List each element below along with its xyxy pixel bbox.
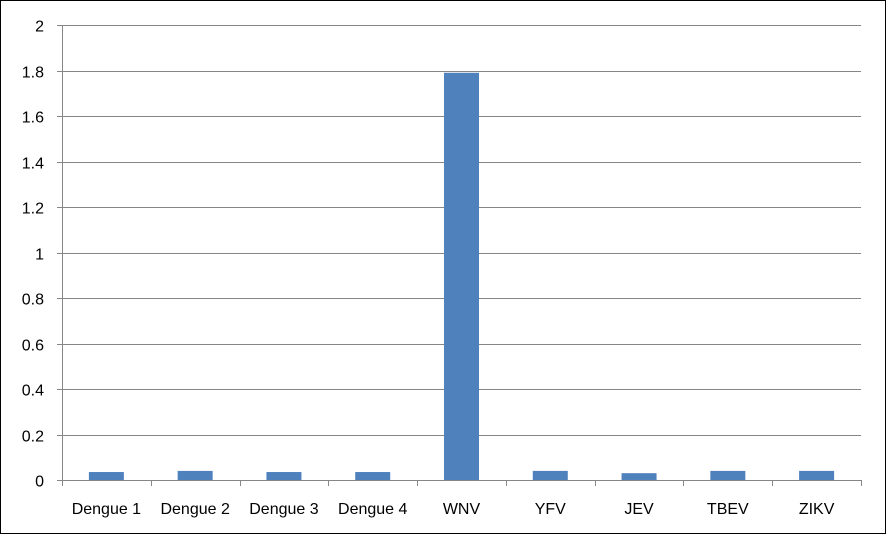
bar-jev (621, 473, 657, 480)
x-tick-labels: Dengue 1 Dengue 2 Dengue 3 Dengue 4 WNV YFV JE… (72, 501, 835, 518)
bar-dengue-1 (88, 472, 124, 480)
x-tick-label: ZIKV (799, 501, 835, 518)
y-tick-label: 0.2 (22, 429, 44, 446)
y-tick-label: 0.4 (22, 383, 44, 400)
x-tick-label: WNV (443, 501, 481, 518)
bar-wnv (444, 72, 479, 481)
y-tick-label: 1.6 (22, 110, 44, 127)
x-tick-label: Dengue 4 (338, 501, 407, 518)
bar-zikv (799, 470, 835, 480)
y-tick-label: 1.2 (22, 201, 44, 218)
x-tick-label: Dengue 2 (160, 501, 229, 518)
y-tick-labels: 0 0.2 0.4 0.6 0.8 1 1.2 1.4 1.6 1.8 2 (22, 19, 44, 491)
bar-tbev (710, 470, 746, 480)
x-tick-label: Dengue 3 (249, 501, 318, 518)
x-tick-label: TBEV (707, 501, 749, 518)
x-tick-label: Dengue 1 (72, 501, 141, 518)
y-tick-label: 1.8 (22, 65, 44, 82)
y-tick-label: 1 (35, 247, 44, 264)
bar-dengue-2 (177, 470, 213, 480)
bar-yfv (532, 470, 568, 480)
axes (57, 25, 862, 486)
bars (88, 72, 835, 481)
y-tick-label: 1.4 (22, 156, 44, 173)
y-tick-label: 0 (35, 474, 44, 491)
bar-dengue-3 (266, 472, 302, 480)
y-tick-label: 0.8 (22, 292, 44, 309)
y-tick-label: 2 (35, 19, 44, 36)
y-tick-label: 0.6 (22, 338, 44, 355)
x-tick-label: JEV (624, 501, 654, 518)
x-tick-label: YFV (535, 501, 566, 518)
bar-dengue-4 (355, 472, 391, 480)
